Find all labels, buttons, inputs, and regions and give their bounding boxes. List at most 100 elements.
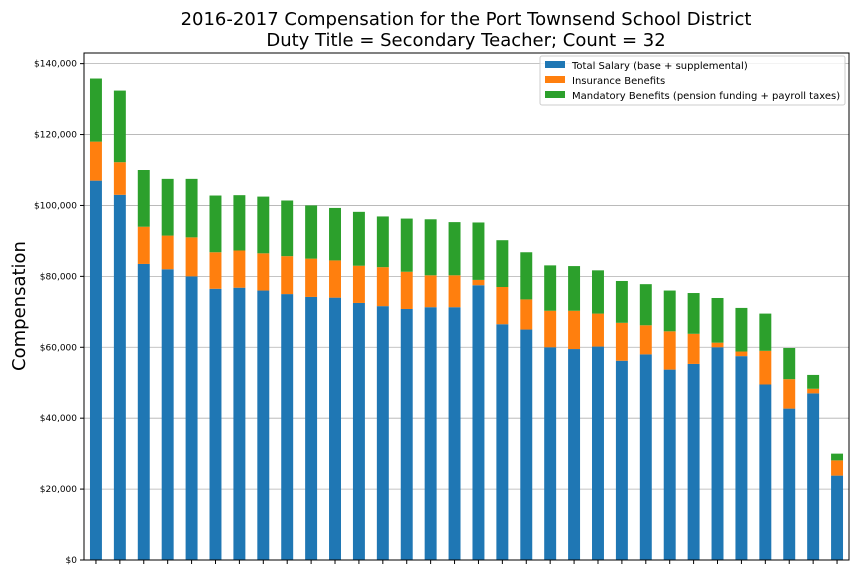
bar-segment-total-salary (472, 285, 485, 560)
bar-segment-total-salary (424, 307, 437, 560)
bar-segment-mandatory (424, 219, 437, 276)
bar-segment-mandatory (209, 195, 222, 253)
bar-segment-insurance (185, 237, 198, 277)
bar-segment-insurance (807, 388, 820, 394)
y-tick-label: $100,000 (34, 201, 77, 211)
bar-segment-insurance (663, 331, 676, 370)
bar-segment-total-salary (639, 354, 652, 560)
bar-segment-mandatory (113, 90, 126, 163)
bar-segment-mandatory (257, 196, 270, 254)
legend-swatch-mandatory (545, 91, 565, 98)
bar-segment-total-salary (376, 306, 389, 560)
bar-segment-total-salary (113, 194, 126, 560)
bar-segment-insurance (448, 275, 461, 308)
bar-segment-total-salary (89, 180, 102, 561)
legend: Total Salary (base + supplemental) Insur… (539, 55, 846, 106)
bar-segment-total-salary (711, 347, 724, 560)
bar-segment-insurance (592, 313, 604, 347)
bar-segment-mandatory (496, 240, 509, 287)
bar-segment-insurance (520, 299, 533, 330)
bar-segment-total-salary (687, 363, 700, 560)
bar-segment-insurance (615, 322, 628, 361)
bar-segment-insurance (161, 235, 174, 270)
bar-segment-insurance (329, 260, 341, 298)
bar-segment-insurance (233, 250, 246, 288)
y-tick-label: $140,000 (34, 60, 77, 70)
bar-segment-total-salary (807, 393, 820, 560)
bar-segment-insurance (305, 258, 318, 297)
bar-segment-insurance (89, 141, 102, 181)
bar-segment-insurance (687, 333, 700, 364)
plot-frame (83, 52, 850, 561)
bar-segment-mandatory (544, 265, 557, 311)
bar-segment-total-salary (496, 324, 509, 560)
bar-segment-total-salary (209, 288, 222, 560)
y-tick-label: $80,000 (40, 272, 77, 282)
bar-segment-insurance (472, 279, 485, 286)
bar-segment-insurance (783, 379, 796, 409)
bar-segment-mandatory (592, 270, 604, 314)
bar-segment-insurance (281, 256, 294, 295)
bar-segment-mandatory (472, 222, 485, 280)
bar-segment-insurance (257, 253, 270, 291)
x-axis-ticks (95, 560, 838, 564)
bar-segment-mandatory (568, 266, 581, 311)
bar-segment-mandatory (615, 280, 628, 323)
legend-label-insurance: Insurance Benefits (572, 76, 665, 87)
bar-segment-insurance (352, 265, 365, 303)
y-tick-label: $0 (66, 556, 78, 566)
bar-segment-insurance (400, 271, 413, 309)
bar-segment-mandatory (305, 205, 318, 259)
bar-segment-total-salary (281, 294, 294, 560)
bar-segment-total-salary (615, 360, 628, 560)
bar-segment-mandatory (807, 374, 820, 389)
bar-segment-mandatory (711, 297, 724, 343)
bar-segment-total-salary (161, 269, 174, 560)
bar-segment-insurance (424, 275, 437, 308)
legend-box (539, 55, 846, 106)
bar-segment-mandatory (329, 207, 341, 261)
bar-segment-total-salary (568, 349, 581, 560)
bar-segment-insurance (568, 310, 581, 350)
legend-label-mandatory: Mandatory Benefits (pension funding + pa… (572, 91, 840, 102)
bar-segment-total-salary (352, 302, 365, 560)
bar-segment-total-salary (329, 297, 341, 560)
bar-segment-mandatory (352, 211, 365, 266)
bar-segment-total-salary (448, 307, 461, 560)
y-tick-label: $40,000 (40, 414, 77, 424)
bar-segment-mandatory (735, 307, 748, 352)
bar-segment-insurance (209, 252, 222, 289)
bar-segment-insurance (496, 287, 509, 325)
y-axis-label: Compensation (9, 241, 30, 371)
bar-segment-mandatory (400, 218, 413, 272)
y-tick-label: $60,000 (40, 343, 77, 353)
legend-swatch-total-salary (545, 61, 565, 68)
bar-segment-mandatory (89, 78, 102, 142)
bar-segment-mandatory (831, 453, 844, 461)
bar-segment-insurance (137, 226, 150, 264)
bar-segment-total-salary (831, 475, 844, 560)
bar-segment-total-salary (233, 287, 246, 560)
bar-segment-total-salary (400, 308, 413, 560)
bar-segment-insurance (711, 342, 724, 348)
y-tick-label: $20,000 (40, 485, 77, 495)
chart-title-line-1: 2016-2017 Compensation for the Port Town… (181, 9, 752, 30)
y-axis-ticks: $0 $20,000 $40,000 $60,000 $80,000 $100,000 $1… (34, 60, 84, 566)
bar-segment-total-salary (735, 356, 748, 560)
bars (89, 78, 844, 561)
bar-segment-mandatory (687, 293, 700, 334)
bar-segment-mandatory (759, 313, 772, 351)
bar-segment-insurance (759, 350, 772, 385)
bar-segment-total-salary (185, 276, 198, 560)
bar-segment-mandatory (663, 290, 676, 332)
bar-segment-mandatory (520, 252, 533, 300)
bar-segment-mandatory (281, 200, 294, 257)
bar-segment-insurance (639, 325, 652, 355)
legend-label-total-salary: Total Salary (base + supplemental) (571, 61, 748, 72)
chart-title-line-2: Duty Title = Secondary Teacher; Count = … (266, 30, 665, 51)
bar-segment-mandatory (161, 178, 174, 236)
bar-segment-total-salary (783, 408, 796, 560)
bar-segment-insurance (376, 267, 389, 307)
bar-segment-insurance (544, 310, 557, 348)
legend-swatch-insurance (545, 76, 565, 83)
